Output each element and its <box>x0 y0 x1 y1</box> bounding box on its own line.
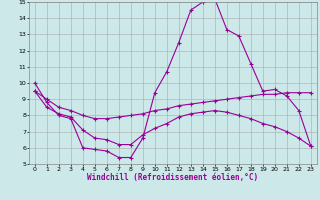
X-axis label: Windchill (Refroidissement éolien,°C): Windchill (Refroidissement éolien,°C) <box>87 173 258 182</box>
